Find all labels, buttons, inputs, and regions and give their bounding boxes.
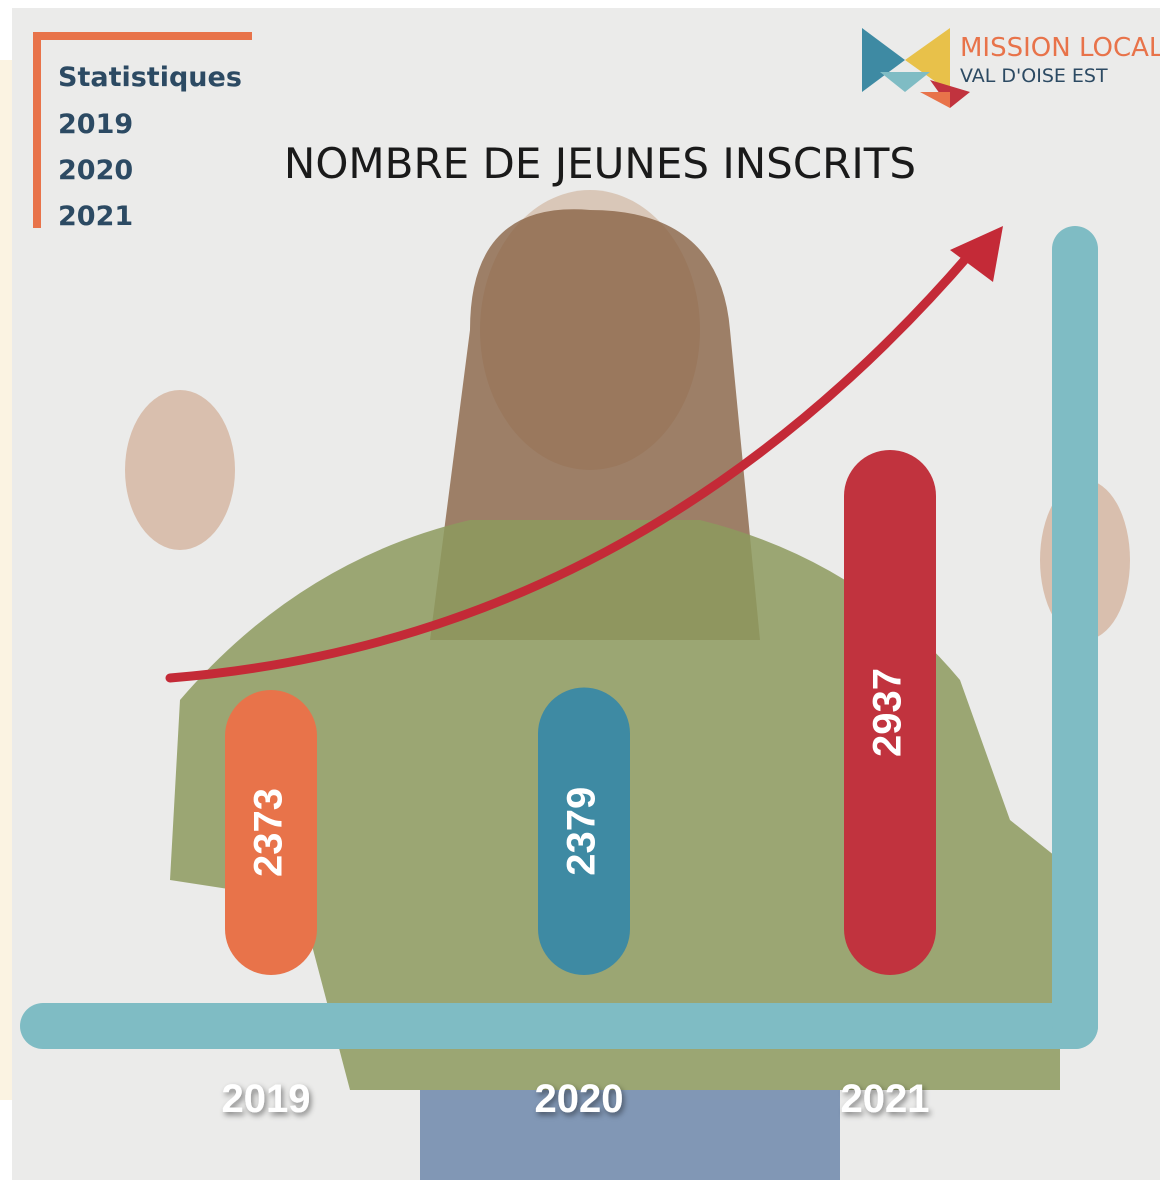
logo-area: VAL D'OISE EST (960, 65, 1108, 87)
header-label: Statistiques (58, 62, 242, 93)
x-axis (20, 1003, 1098, 1049)
chart-title: NOMBRE DE JEUNES INSCRITS (284, 139, 916, 188)
infographic: Statistiques 2019 2020 2021 MISSION LOCA… (0, 0, 1160, 1189)
value-label: 2937 (866, 668, 910, 757)
figure-fist (125, 390, 235, 550)
x-tick-label: 2020 (535, 1077, 624, 1121)
x-tick-label: 2021 (841, 1077, 930, 1121)
x-tick-label: 2019 (222, 1077, 311, 1121)
logo-name: MISSION LOCALE (960, 33, 1160, 63)
y-axis (1052, 226, 1098, 1049)
value-label: 2379 (560, 787, 604, 876)
value-label: 2373 (247, 788, 291, 877)
header-year: 2021 (58, 201, 133, 232)
side-strip (0, 60, 14, 1100)
figure-jeans (420, 1090, 840, 1180)
header-year: 2020 (58, 155, 133, 186)
page: {"header": {"label": "Statistiques", "ye… (0, 0, 1160, 1189)
header-year: 2019 (58, 109, 133, 140)
